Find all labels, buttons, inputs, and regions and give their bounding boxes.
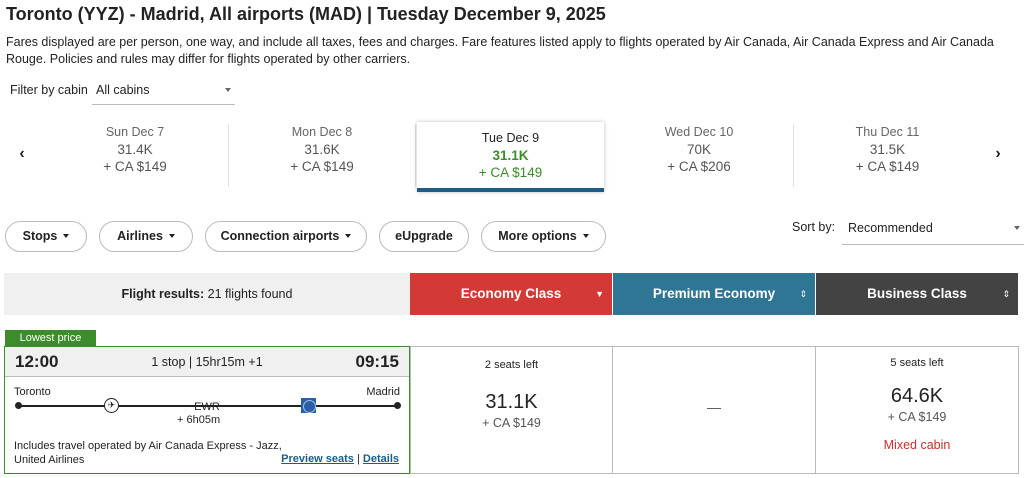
united-airlines-logo-icon (301, 398, 316, 413)
premium-economy-header[interactable]: Premium Economy ⇕ (613, 273, 815, 315)
date-option-dec-11[interactable]: Thu Dec 11 31.5K + CA $149 (794, 124, 981, 187)
lowest-price-badge: Lowest price (5, 330, 96, 346)
caret-down-icon (168, 233, 175, 238)
fare-disclaimer: Fares displayed are per person, one way,… (6, 35, 994, 66)
business-cash: + CA $149 (887, 410, 947, 424)
date-cash: + CA $149 (103, 159, 167, 174)
chevron-down-icon (1014, 226, 1020, 230)
date-label: Wed Dec 10 (664, 125, 734, 139)
date-label: Tue Dec 9 (481, 131, 540, 145)
preview-seats-link[interactable]: Preview seats (281, 453, 354, 465)
departure-time: 12:00 (15, 352, 59, 371)
date-points: 31.6K (304, 142, 340, 157)
link-separator: | (357, 453, 360, 465)
chevron-down-icon (225, 88, 231, 92)
business-points: 64.6K (890, 385, 944, 407)
date-cash: + CA $149 (855, 159, 920, 174)
business-fare-cell[interactable]: 5 seats left 64.6K + CA $149 Mixed cabin (815, 346, 1019, 474)
details-link[interactable]: Details (362, 453, 399, 465)
page-title: Toronto (YYZ) - Madrid, All airports (MA… (6, 4, 606, 24)
date-option-dec-10[interactable]: Wed Dec 10 70K + CA $206 (605, 124, 794, 187)
economy-seats-left: 2 seats left (484, 359, 539, 371)
date-label: Thu Dec 11 (855, 125, 920, 139)
flight-results-label: Flight results: (121, 287, 205, 301)
flight-card-header: 12:00 1 stop | 15hr15m +1 09:15 (5, 347, 409, 377)
sort-value: Recommended (848, 221, 933, 235)
economy-points: 31.1K (485, 391, 538, 413)
flight-stops-duration: 1 stop | 15hr15m +1 (151, 355, 263, 369)
more-options-label: More options (498, 229, 577, 243)
date-carousel: ‹ Sun Dec 7 31.4K + CA $149 Mon Dec 8 31… (0, 120, 1024, 192)
mixed-cabin-note: Mixed cabin (883, 438, 951, 452)
flight-card: 12:00 1 stop | 15hr15m +1 09:15 Toronto … (4, 346, 410, 474)
sort-arrows-icon: ⇕ (799, 289, 807, 299)
eupgrade-filter-label: eUpgrade (395, 229, 453, 243)
date-label: Mon Dec 8 (291, 125, 353, 139)
date-points: 31.4K (117, 142, 153, 157)
arrival-time: 09:15 (355, 352, 399, 371)
date-points: 31.5K (869, 142, 906, 157)
more-options-button[interactable]: More options (481, 221, 606, 252)
flight-links: Preview seats | Details (281, 453, 399, 465)
date-cash: + CA $206 (667, 159, 731, 174)
connection-airports-filter-button[interactable]: Connection airports (205, 221, 367, 252)
operated-by-text: Includes travel operated by Air Canada E… (14, 440, 282, 466)
origin-city: Toronto (14, 386, 51, 398)
sort-label: Sort by: (792, 220, 836, 234)
business-seats-left: 5 seats left (890, 357, 944, 369)
destination-dot (394, 402, 401, 409)
premium-economy-label: Premium Economy (652, 286, 776, 301)
date-option-dec-8[interactable]: Mon Dec 8 31.6K + CA $149 (229, 124, 416, 187)
cabin-filter-select[interactable]: All cabins (92, 76, 235, 105)
sort-arrows-icon: ⇕ (1002, 289, 1010, 299)
economy-cash: + CA $149 (482, 416, 541, 430)
cabin-filter-value: All cabins (96, 83, 150, 97)
business-class-header[interactable]: Business Class ⇕ (816, 273, 1018, 315)
date-option-dec-7[interactable]: Sun Dec 7 31.4K + CA $149 (42, 124, 229, 187)
caret-down-icon: ▼ (595, 289, 604, 299)
business-class-label: Business Class (867, 286, 967, 301)
date-option-dec-9-selected[interactable]: Tue Dec 9 31.1K + CA $149 (417, 122, 604, 192)
premium-fare-cell: — (612, 346, 816, 474)
cabin-filter-label: Filter by cabin (10, 83, 88, 97)
flight-results-summary: Flight results: 21 flights found (4, 273, 410, 315)
airlines-filter-label: Airlines (117, 229, 163, 243)
connection-airports-filter-label: Connection airports (220, 229, 340, 243)
destination-city: Madrid (366, 386, 400, 398)
caret-down-icon (63, 233, 70, 238)
sort-select[interactable]: Recommended (842, 212, 1024, 245)
origin-dot (15, 402, 22, 409)
date-points: 70K (686, 142, 712, 157)
caret-down-icon (582, 233, 589, 238)
connection-airport: EWR (194, 401, 220, 413)
airlines-filter-button[interactable]: Airlines (99, 221, 193, 252)
air-canada-logo-icon: ✈ (104, 398, 119, 413)
route-line: ✈ (15, 398, 401, 413)
economy-class-header[interactable]: Economy Class ▼ (410, 273, 612, 315)
date-points: 31.1K (492, 148, 529, 163)
economy-fare-cell[interactable]: 2 seats left 31.1K + CA $149 (410, 346, 613, 474)
economy-class-label: Economy Class (460, 286, 562, 301)
eupgrade-filter-button[interactable]: eUpgrade (379, 221, 469, 252)
date-cash: + CA $149 (290, 159, 354, 174)
date-label: Sun Dec 7 (105, 125, 165, 139)
chevron-left-icon[interactable]: ‹ (19, 145, 25, 162)
stops-filter-button[interactable]: Stops (5, 221, 87, 252)
chevron-right-icon[interactable]: › (995, 145, 1001, 162)
flight-results-count: 21 flights found (207, 287, 293, 301)
layover-duration: + 6h05m (177, 414, 221, 426)
stops-filter-label: Stops (22, 229, 58, 243)
date-cash: + CA $149 (478, 165, 543, 180)
caret-down-icon (345, 233, 352, 238)
premium-unavailable: — (707, 399, 721, 415)
